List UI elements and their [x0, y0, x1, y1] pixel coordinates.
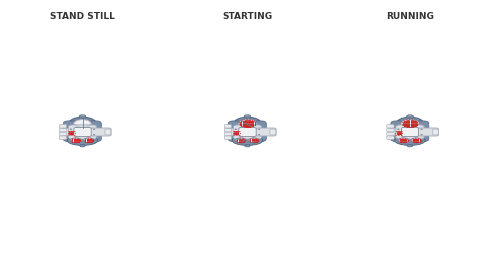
Circle shape: [258, 134, 260, 135]
FancyBboxPatch shape: [252, 121, 266, 142]
FancyBboxPatch shape: [224, 128, 232, 132]
FancyBboxPatch shape: [387, 136, 394, 139]
Bar: [233, 131, 239, 135]
FancyBboxPatch shape: [402, 128, 418, 136]
FancyBboxPatch shape: [246, 115, 250, 117]
FancyBboxPatch shape: [408, 145, 412, 147]
FancyBboxPatch shape: [245, 145, 250, 147]
FancyBboxPatch shape: [415, 121, 429, 142]
FancyBboxPatch shape: [224, 125, 232, 128]
FancyBboxPatch shape: [270, 129, 276, 135]
Circle shape: [258, 129, 260, 130]
FancyBboxPatch shape: [255, 128, 276, 136]
Circle shape: [420, 129, 422, 130]
Ellipse shape: [236, 138, 246, 143]
Ellipse shape: [248, 138, 260, 143]
FancyBboxPatch shape: [387, 125, 394, 128]
FancyBboxPatch shape: [60, 136, 66, 139]
FancyBboxPatch shape: [406, 115, 414, 118]
FancyBboxPatch shape: [228, 121, 242, 142]
Circle shape: [70, 134, 72, 135]
FancyBboxPatch shape: [63, 128, 70, 136]
Circle shape: [398, 129, 400, 130]
Ellipse shape: [238, 119, 257, 128]
Ellipse shape: [411, 138, 422, 143]
FancyBboxPatch shape: [224, 136, 232, 139]
FancyBboxPatch shape: [432, 129, 438, 135]
FancyBboxPatch shape: [60, 128, 66, 132]
Bar: [396, 131, 402, 135]
Ellipse shape: [232, 135, 262, 145]
FancyBboxPatch shape: [80, 145, 85, 147]
FancyBboxPatch shape: [234, 125, 262, 139]
Ellipse shape: [70, 138, 82, 143]
Circle shape: [70, 129, 72, 130]
FancyBboxPatch shape: [391, 121, 405, 142]
FancyBboxPatch shape: [390, 128, 398, 136]
FancyBboxPatch shape: [60, 132, 66, 136]
Text: STARTING: STARTING: [222, 12, 272, 21]
Circle shape: [93, 129, 95, 130]
FancyBboxPatch shape: [74, 128, 91, 136]
FancyBboxPatch shape: [88, 121, 102, 142]
Ellipse shape: [400, 119, 419, 128]
Circle shape: [93, 134, 95, 135]
Ellipse shape: [73, 119, 92, 128]
Ellipse shape: [395, 135, 425, 145]
Circle shape: [420, 134, 422, 135]
Ellipse shape: [396, 117, 423, 130]
FancyBboxPatch shape: [224, 132, 232, 136]
Bar: [68, 131, 74, 135]
Circle shape: [398, 134, 400, 135]
FancyBboxPatch shape: [408, 115, 412, 117]
FancyBboxPatch shape: [60, 125, 66, 128]
Circle shape: [235, 129, 237, 130]
Circle shape: [235, 134, 237, 135]
FancyBboxPatch shape: [80, 115, 84, 117]
Ellipse shape: [69, 117, 96, 130]
Text: STAND STILL: STAND STILL: [50, 12, 115, 21]
FancyBboxPatch shape: [90, 128, 111, 136]
Text: RUNNING: RUNNING: [386, 12, 434, 21]
FancyBboxPatch shape: [387, 132, 394, 136]
FancyBboxPatch shape: [79, 115, 86, 118]
FancyBboxPatch shape: [244, 115, 251, 118]
FancyBboxPatch shape: [396, 125, 424, 139]
Ellipse shape: [398, 138, 409, 143]
FancyBboxPatch shape: [64, 121, 78, 142]
FancyBboxPatch shape: [387, 128, 394, 132]
Ellipse shape: [68, 135, 98, 145]
FancyBboxPatch shape: [228, 128, 235, 136]
FancyBboxPatch shape: [105, 129, 111, 135]
FancyBboxPatch shape: [239, 128, 256, 136]
Ellipse shape: [84, 138, 94, 143]
FancyBboxPatch shape: [418, 128, 438, 136]
FancyBboxPatch shape: [68, 125, 96, 139]
Ellipse shape: [234, 117, 261, 130]
